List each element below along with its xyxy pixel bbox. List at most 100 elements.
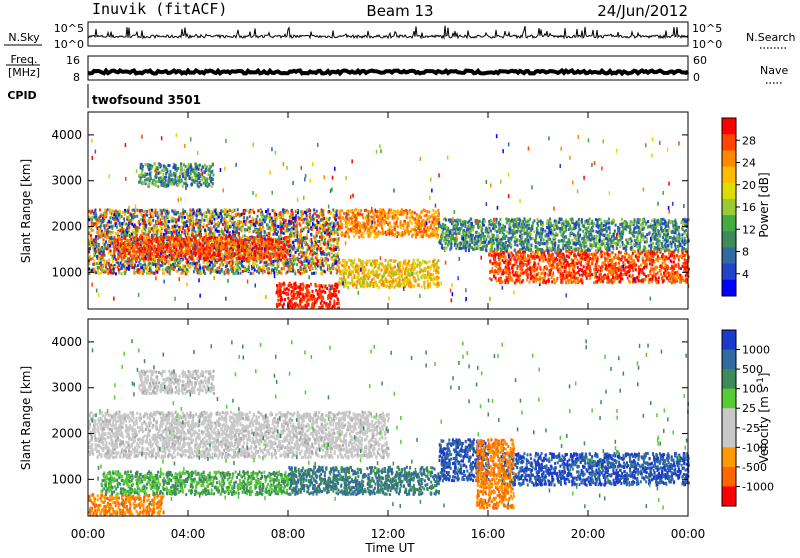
power-cell — [278, 255, 280, 258]
power-cell — [367, 210, 369, 213]
power-cell — [102, 256, 104, 259]
power-cell — [330, 267, 332, 270]
power-cell — [312, 218, 314, 221]
power-cell — [293, 297, 295, 300]
power-cell — [306, 284, 308, 287]
power-cell — [181, 251, 183, 254]
power-cell — [391, 225, 393, 228]
power-cell — [128, 252, 130, 255]
power-cell — [367, 226, 369, 229]
power-cell — [289, 254, 291, 257]
power-cell — [389, 211, 391, 214]
power-cell — [125, 223, 127, 226]
power-cell — [434, 229, 436, 232]
power-cell — [404, 220, 406, 223]
power-cell — [143, 214, 145, 217]
power-cell — [192, 262, 194, 265]
power-cell — [256, 229, 258, 232]
power-cell — [169, 248, 171, 251]
power-cell — [131, 233, 133, 236]
power-cell — [230, 225, 232, 228]
power-cell — [199, 221, 201, 224]
power-cell — [208, 253, 210, 256]
power-cell — [249, 246, 251, 249]
power-cell — [218, 266, 220, 269]
power-cell — [92, 246, 94, 249]
power-cell — [121, 272, 123, 275]
power-cell — [206, 262, 208, 265]
power-cell — [248, 230, 250, 233]
power-cell — [300, 283, 302, 286]
power-cell — [132, 247, 134, 250]
power-cell — [358, 236, 360, 239]
power-cell — [432, 221, 434, 224]
power-cell — [320, 251, 322, 254]
power-cell — [319, 288, 321, 291]
power-cell — [298, 217, 300, 220]
freq-left-tick-top: 16 — [66, 54, 80, 67]
power-cell — [113, 213, 115, 216]
power-cell — [396, 220, 398, 223]
power-cell — [266, 232, 268, 235]
power-cell — [170, 252, 172, 255]
power-cell — [172, 250, 174, 253]
power-cell — [124, 268, 126, 271]
power-cell — [118, 238, 120, 241]
power-cell — [146, 241, 148, 244]
power-cell — [330, 212, 332, 215]
power-cell — [90, 258, 92, 261]
power-cell — [136, 257, 138, 260]
power-cell — [163, 272, 165, 275]
power-cell — [135, 267, 137, 270]
power-cell — [113, 271, 115, 274]
power-cell — [262, 226, 264, 229]
power-cell — [317, 293, 319, 296]
power-cell — [308, 285, 310, 288]
power-cell — [252, 272, 254, 275]
power-cell — [259, 210, 261, 213]
power-cell — [409, 211, 411, 214]
power-cell — [148, 272, 150, 275]
power-cell — [303, 260, 305, 263]
power-cell — [143, 220, 145, 223]
power-cell — [236, 227, 238, 230]
power-cell — [123, 265, 125, 268]
power-cell — [156, 225, 158, 228]
power-cell — [189, 258, 191, 261]
power-cell — [321, 226, 323, 229]
power-cell — [157, 253, 159, 256]
power-cell — [241, 229, 243, 232]
power-cell — [213, 243, 215, 246]
power-cell — [197, 224, 199, 227]
power-cell — [276, 284, 278, 287]
power-cell — [100, 248, 102, 251]
power-cell — [104, 246, 106, 249]
power-cell — [337, 284, 339, 287]
power-cell — [211, 244, 213, 247]
power-cell — [166, 231, 168, 234]
power-cell — [150, 220, 152, 223]
power-cell — [238, 249, 240, 252]
power-cell — [239, 261, 241, 264]
power-cell — [410, 214, 412, 217]
power-cell — [255, 262, 257, 265]
power-cell — [383, 222, 385, 225]
power-cell — [222, 256, 224, 259]
power-cell — [205, 236, 207, 239]
power-cell — [310, 283, 312, 286]
power-cell — [190, 251, 192, 254]
power-cell — [284, 254, 286, 257]
power-cell — [399, 232, 401, 235]
power-cell — [335, 211, 337, 214]
power-cell — [293, 222, 295, 225]
power-cell — [184, 268, 186, 271]
power-cell — [110, 242, 112, 245]
power-cell — [292, 217, 294, 220]
power-cell — [104, 213, 106, 216]
power-cell — [247, 237, 249, 240]
power-cell — [240, 221, 242, 224]
power-cell — [274, 243, 276, 246]
power-cell — [167, 215, 169, 218]
power-cell — [326, 302, 328, 305]
power-cell — [277, 287, 279, 290]
